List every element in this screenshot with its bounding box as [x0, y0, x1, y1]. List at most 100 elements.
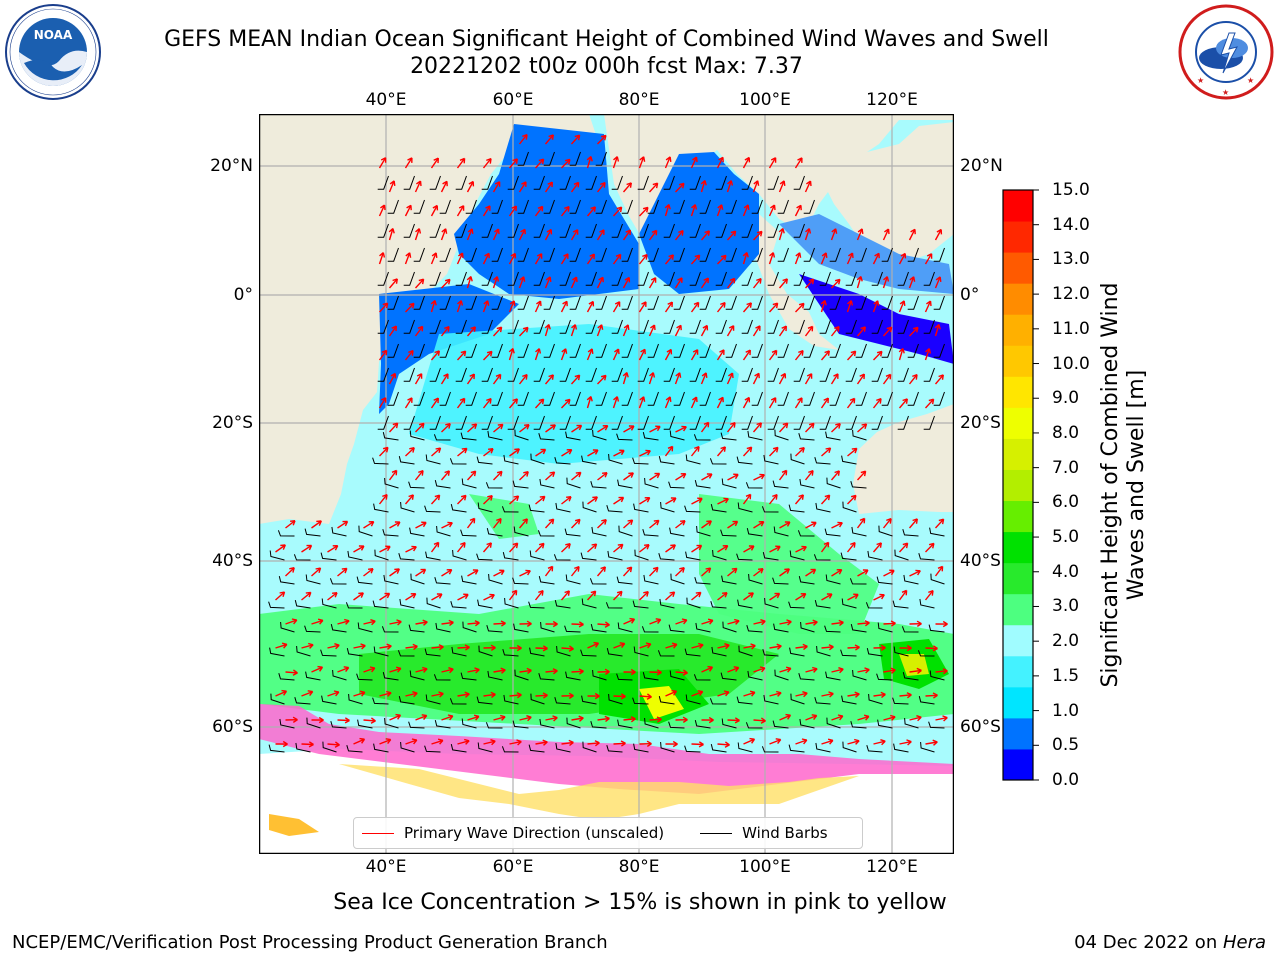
wind-barb: [543, 199, 555, 214]
wave-arrow-head: [564, 590, 570, 596]
wave-arrow-head: [724, 741, 730, 748]
wave-arrow-head: [781, 325, 787, 332]
wind-barb: [660, 501, 675, 513]
wave-arrow: [482, 205, 491, 217]
wind-barb: [517, 199, 529, 214]
wave-arrow-head: [650, 324, 656, 331]
wind-barb: [715, 223, 727, 238]
wind-barb: [894, 549, 909, 561]
wave-arrow-head: [837, 521, 843, 528]
wind-barb: [907, 295, 919, 310]
wave-arrow-head: [770, 157, 777, 163]
wind-barb: [866, 647, 883, 657]
wave-arrow-head: [574, 565, 580, 572]
wave-arrow-head: [526, 715, 532, 722]
wave-arrow-head: [898, 347, 905, 354]
wave-arrow: [856, 276, 862, 289]
wind-barb: [842, 741, 857, 753]
wave-arrow-head: [474, 620, 480, 627]
wind-barb: [356, 673, 373, 681]
wind-barb: [357, 719, 373, 729]
wind-barb: [347, 550, 363, 561]
wave-arrow-head: [590, 590, 597, 597]
wave-arrow: [882, 228, 890, 241]
wave-arrow-head: [586, 395, 593, 402]
wind-barb: [751, 247, 763, 262]
wave-arrow: [508, 542, 519, 553]
wind-barb: [699, 199, 711, 214]
wave-arrow-head: [912, 373, 918, 380]
wave-arrow-head: [369, 666, 376, 673]
wave-arrow: [701, 666, 713, 673]
wave-arrow-head: [289, 567, 295, 573]
wave-arrow: [691, 591, 702, 601]
wave-arrow: [535, 647, 548, 650]
wave-arrow: [467, 715, 480, 721]
wave-arrow-head: [564, 398, 571, 405]
wind-barb: [478, 645, 493, 657]
wave-arrow: [752, 325, 761, 337]
wind-barb: [455, 175, 467, 190]
lat-tick-left-60s: 60°S: [212, 717, 253, 737]
wave-arrow-head: [642, 253, 648, 260]
wind-barb: [580, 649, 597, 657]
wind-barb: [533, 367, 545, 382]
wave-arrow: [586, 590, 597, 601]
colorbar-segment: [1003, 562, 1033, 595]
wave-arrow: [638, 156, 645, 169]
wave-arrow: [778, 469, 788, 481]
wave-arrow: [664, 396, 671, 409]
wind-barb: [320, 649, 337, 657]
wave-arrow: [690, 204, 696, 217]
wind-barb: [400, 501, 415, 513]
wave-arrow: [665, 591, 675, 601]
colorbar-segment: [1003, 252, 1033, 284]
wind-barb: [793, 415, 805, 430]
wind-barb: [722, 621, 737, 633]
wind-barb: [581, 455, 597, 465]
wave-arrow-head: [389, 180, 396, 186]
wind-barb: [892, 697, 909, 705]
wave-arrow: [508, 158, 518, 169]
wave-arrow-head: [410, 593, 417, 599]
wind-barb: [737, 502, 753, 513]
wave-arrow-head: [516, 692, 522, 699]
wind-barb: [825, 671, 841, 681]
wind-barb: [855, 295, 867, 310]
wave-arrow-head: [464, 738, 470, 745]
wave-arrow-head: [617, 543, 624, 550]
wave-arrow-head: [838, 619, 844, 627]
wave-arrow: [405, 645, 418, 649]
wind-barb: [621, 343, 633, 358]
colorbar-tick-label: 1.5: [1052, 665, 1080, 686]
wind-barb: [539, 718, 555, 729]
wave-arrow: [716, 396, 724, 409]
wave-arrow-head: [445, 423, 451, 429]
wave-arrow-head: [459, 397, 466, 404]
colorbar-tick-label: 0.0: [1052, 770, 1080, 790]
wind-barb: [897, 319, 909, 334]
wind-barb: [621, 295, 633, 310]
wave-arrow: [508, 398, 518, 409]
wave-arrow: [509, 448, 520, 457]
wave-arrow: [820, 541, 830, 553]
wind-barb: [881, 391, 893, 406]
wave-arrow: [691, 690, 703, 697]
legend-wave-label: Primary Wave Direction (unscaled): [404, 824, 665, 842]
wave-arrow: [415, 521, 427, 529]
wave-arrow: [872, 350, 883, 361]
wind-barb: [647, 343, 659, 358]
wind-barb: [569, 151, 581, 166]
wave-arrow-head: [471, 423, 478, 430]
wave-arrow: [612, 348, 620, 361]
wave-arrow: [675, 520, 686, 529]
wind-barb: [425, 551, 441, 561]
wave-arrow-head: [474, 667, 480, 674]
wave-arrow-head: [422, 619, 428, 626]
wave-arrow: [909, 669, 922, 673]
wind-barb: [919, 598, 935, 609]
wave-arrow-head: [434, 350, 440, 356]
wave-arrow-head: [412, 643, 418, 651]
wave-arrow: [596, 276, 604, 289]
lon-tick-bottom-40e: 40°E: [365, 857, 407, 877]
